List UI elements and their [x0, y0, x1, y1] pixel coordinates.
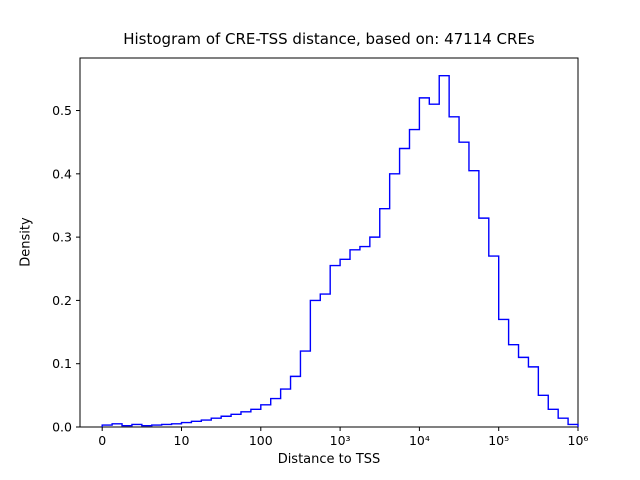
y-tick-label: 0.2: [52, 293, 72, 308]
y-tick-label: 0.4: [52, 166, 72, 181]
y-tick-label: 0.5: [52, 103, 72, 118]
x-tick-label: 10: [174, 433, 190, 448]
x-axis-label: Distance to TSS: [277, 452, 381, 467]
y-tick-label: 0.1: [52, 356, 72, 371]
chart-title: Histogram of CRE-TSS distance, based on:…: [123, 30, 535, 48]
x-tick-label: 10³: [330, 433, 351, 448]
y-tick-label: 0.3: [52, 230, 72, 245]
x-tick-label: 10⁶: [568, 433, 589, 448]
x-tick-label: 10⁵: [488, 433, 509, 448]
x-tick-label: 100: [249, 433, 273, 448]
axes-frame: [79, 57, 579, 428]
x-tick-label: 0: [98, 433, 106, 448]
histogram-step-line: [101, 75, 579, 427]
y-tick-label: 0.0: [52, 420, 72, 435]
x-tick-label: 10⁴: [409, 433, 430, 448]
